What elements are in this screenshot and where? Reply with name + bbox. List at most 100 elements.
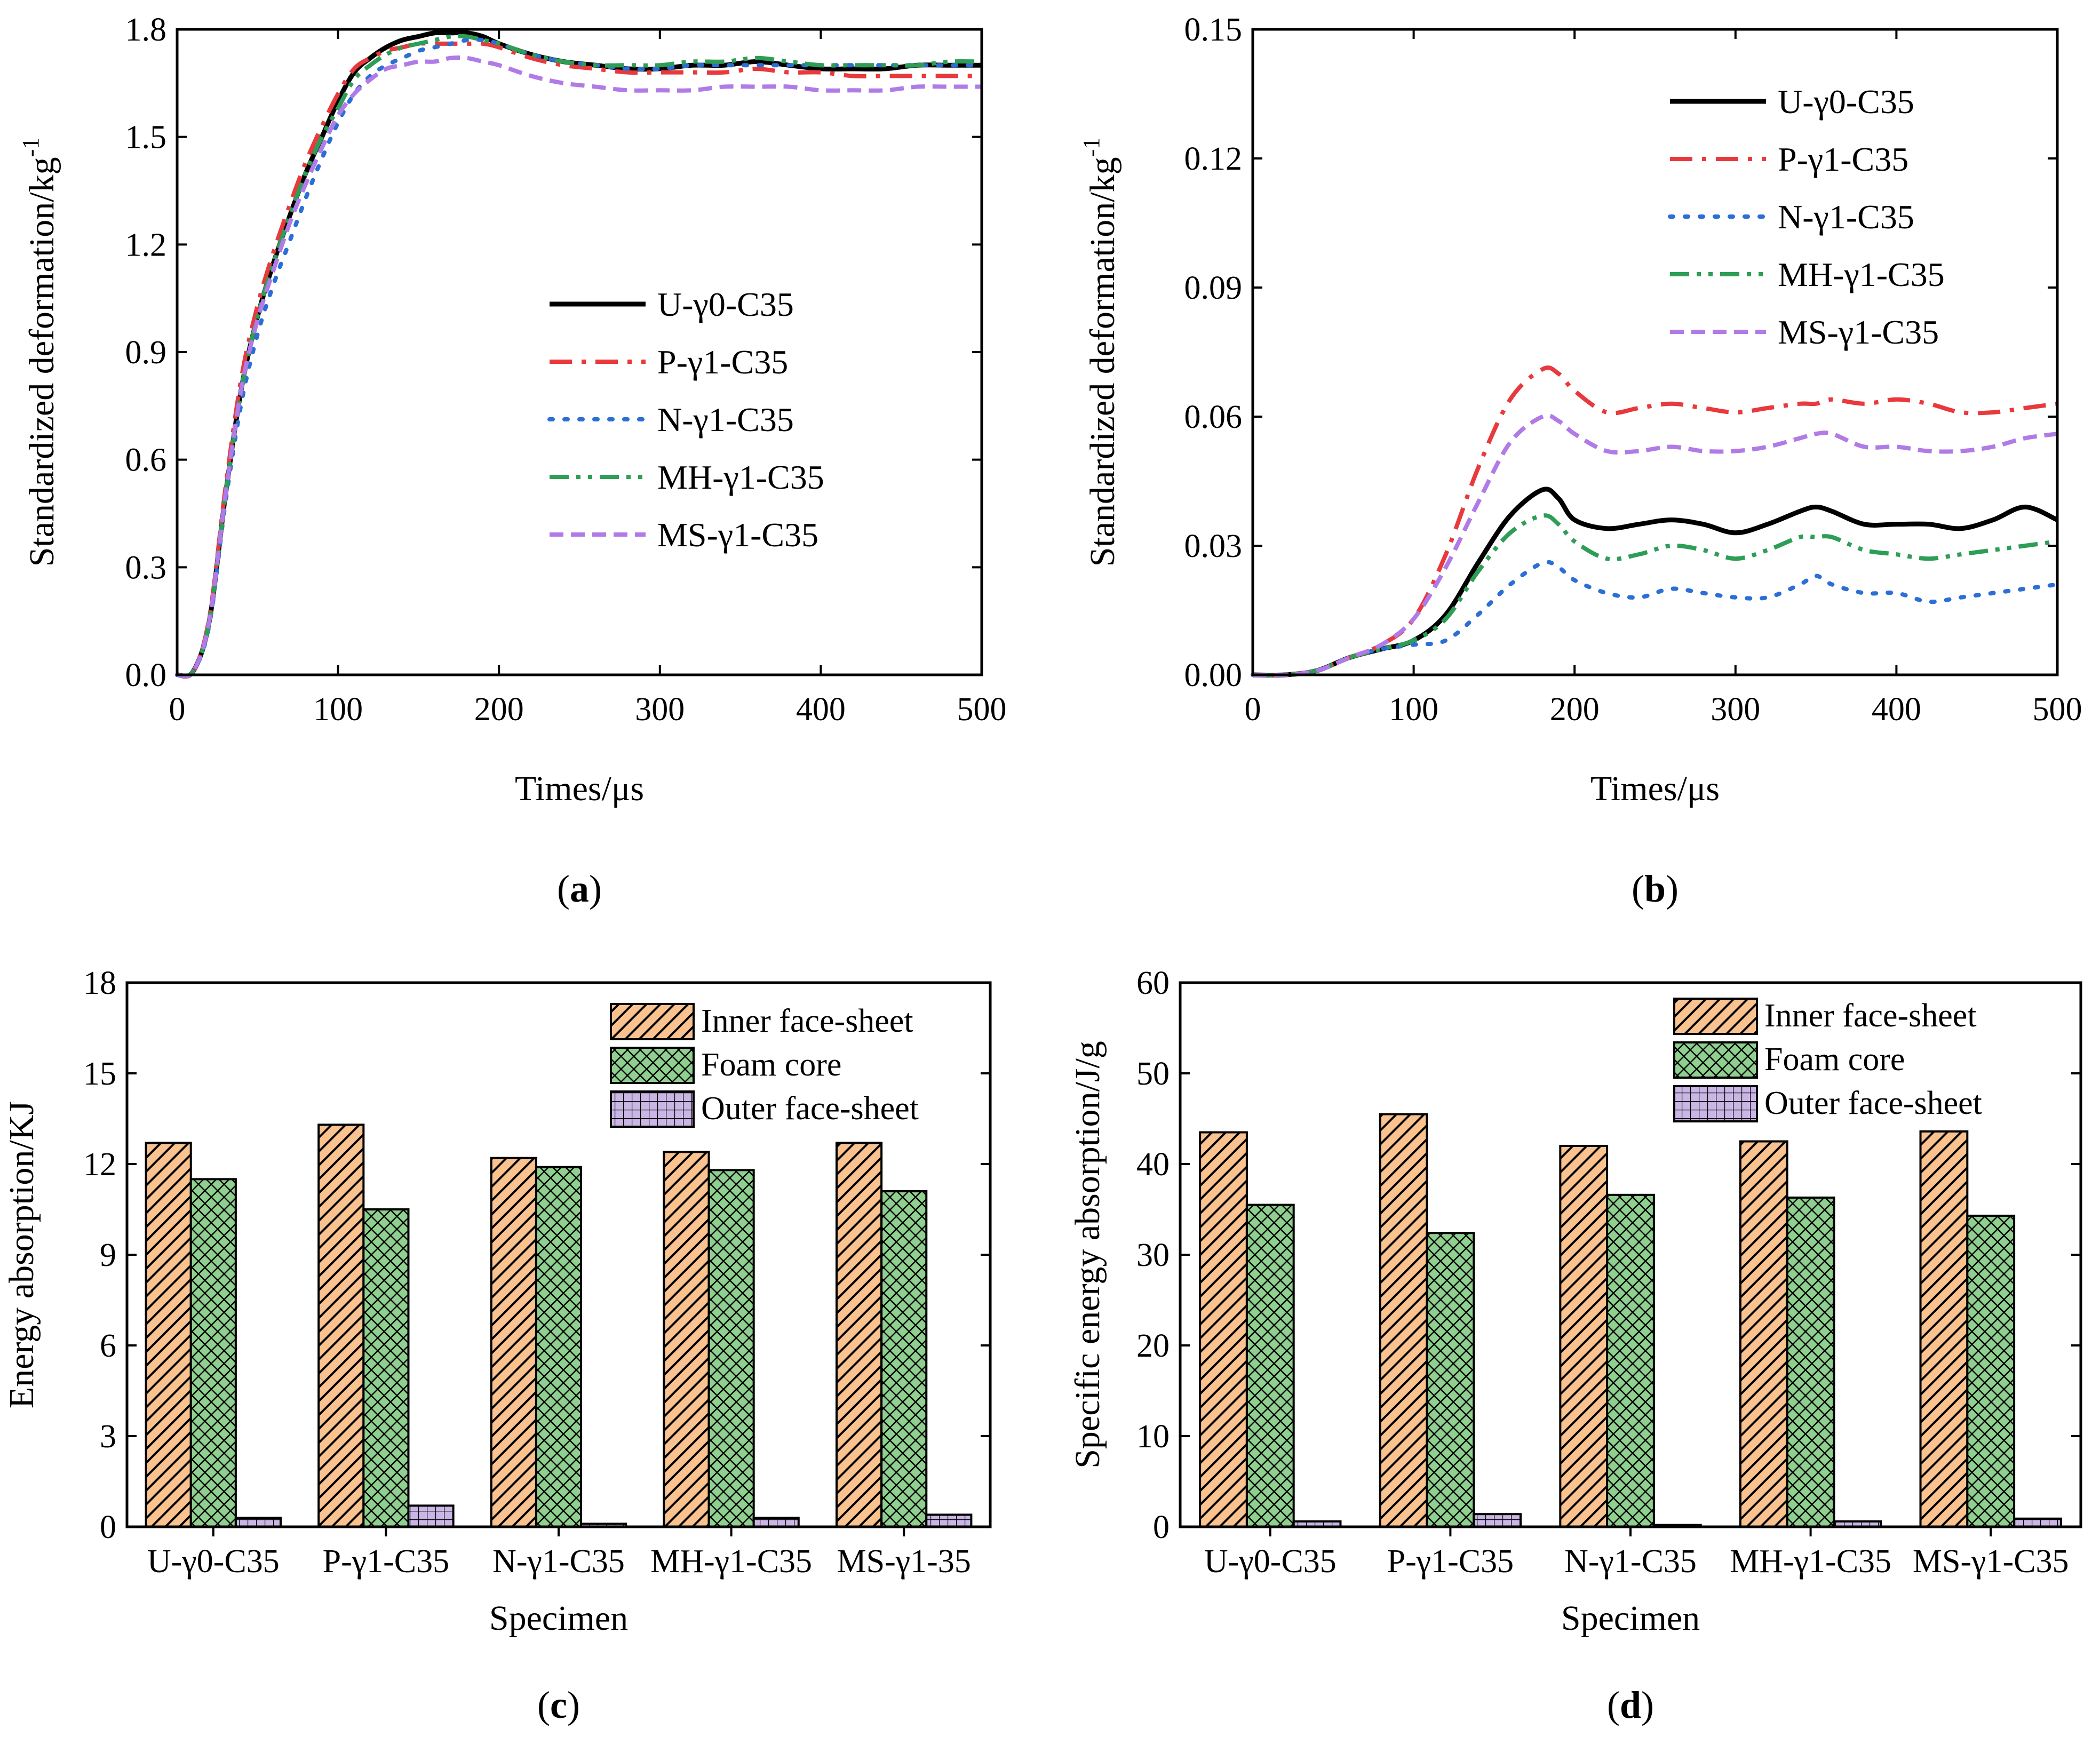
plot-frame <box>125 981 992 1528</box>
x-tick-label: U-γ0-C35 <box>1204 1543 1337 1580</box>
panel-label-letter: b <box>1644 867 1666 910</box>
x-tick-label: 500 <box>2033 691 2082 728</box>
y-axis-title-text: Standardized deformation/kg <box>22 157 61 567</box>
bar-Outer face-sheet <box>407 1504 455 1528</box>
y-tick-label: 0.0 <box>125 657 167 694</box>
y-axis-title-text: Specific energy absorption/J/g <box>1068 1041 1107 1469</box>
y-axis-title-text: Energy absorption/KJ <box>2 1101 41 1408</box>
x-axis-title: Specimen <box>1561 1599 1700 1638</box>
legend-label: Inner face-sheet <box>1764 998 1977 1034</box>
series-line-P-γ1-C35 <box>177 41 982 679</box>
bar-Foam core <box>1786 1196 1835 1528</box>
bar-Foam core <box>1966 1214 2016 1528</box>
series-line-MS-γ1-C35 <box>1252 413 2058 678</box>
y-tick-label: 0.15 <box>1184 12 1243 48</box>
y-tick-label: 0.9 <box>125 334 167 371</box>
legend-label: U-γ0-C35 <box>1778 83 1914 121</box>
legend-label: P-γ1-C35 <box>1778 140 1908 178</box>
y-tick-label: 0.12 <box>1184 141 1243 177</box>
legend-label: U-γ0-C35 <box>657 285 794 323</box>
panel-label-close: ) <box>589 867 602 910</box>
bar-Inner face-sheet <box>145 1142 192 1528</box>
x-tick-label: 400 <box>1872 691 1921 728</box>
x-tick-label: MH-γ1-C35 <box>650 1543 812 1580</box>
legend-label: Outer face-sheet <box>701 1090 919 1127</box>
legend-label: N-γ1-C35 <box>657 401 794 439</box>
panel-label-letter: a <box>570 867 589 910</box>
plot-frame <box>176 28 983 676</box>
bar-Foam core <box>535 1166 583 1528</box>
panel-label: (b) <box>1632 867 1679 910</box>
bar-Inner face-sheet <box>1739 1140 1788 1528</box>
legend-swatch <box>610 1003 695 1040</box>
legend-swatch <box>1673 1041 1758 1079</box>
panel-label: (d) <box>1607 1684 1654 1726</box>
x-tick-label: 100 <box>1389 691 1438 728</box>
y-tick-label: 40 <box>1136 1146 1170 1183</box>
x-tick-label: P-γ1-C35 <box>1387 1543 1514 1580</box>
bar-Inner face-sheet <box>1919 1130 1969 1528</box>
legend-label: Foam core <box>701 1047 841 1083</box>
legend-label: P-γ1-C35 <box>657 343 788 381</box>
x-tick-label: 0 <box>169 691 186 728</box>
y-tick-label: 9 <box>100 1237 116 1273</box>
bar-Foam core <box>189 1178 237 1528</box>
bar-Outer face-sheet <box>752 1517 800 1528</box>
x-tick-label: 300 <box>1711 691 1760 728</box>
bar-Foam core <box>362 1208 410 1528</box>
y-tick-label: 60 <box>1136 965 1170 1001</box>
y-tick-label: 15 <box>83 1056 116 1092</box>
panel-label-close: ) <box>567 1684 580 1726</box>
legend-swatch <box>1673 1085 1758 1122</box>
x-tick-label: 100 <box>313 691 363 728</box>
legend-label: MH-γ1-C35 <box>657 458 824 496</box>
legend-swatch <box>1673 998 1758 1035</box>
series-line-MH-γ1-C35 <box>177 34 982 679</box>
y-tick-label: 0.03 <box>1184 528 1243 564</box>
panel-label-open: ( <box>557 867 570 910</box>
x-tick-label: U-γ0-C35 <box>147 1543 280 1580</box>
y-axis-title-sup: -1 <box>18 138 44 157</box>
legend-label: Outer face-sheet <box>1764 1085 1982 1121</box>
panel-label-open: ( <box>537 1684 550 1726</box>
y-axis-title: Standardized deformation/kg-1 <box>18 138 61 567</box>
y-tick-label: 0 <box>1153 1509 1170 1545</box>
legend-label: MS-γ1-C35 <box>1778 313 1939 351</box>
x-axis-title: Times/μs <box>1590 769 1720 808</box>
bar-Foam core <box>1426 1232 1475 1528</box>
y-tick-label: 6 <box>100 1328 116 1364</box>
bar-Outer face-sheet <box>1473 1513 1522 1528</box>
y-tick-label: 12 <box>83 1146 116 1183</box>
x-tick-label: 500 <box>957 691 1007 728</box>
y-tick-label: 3 <box>100 1419 116 1455</box>
plot-frame <box>1179 981 2082 1528</box>
panel-label: (a) <box>557 867 602 910</box>
x-tick-label: 200 <box>474 691 524 728</box>
panel-label-open: ( <box>1632 867 1644 910</box>
legend-label: Foam core <box>1764 1041 1905 1078</box>
x-tick-label: MS-γ1-35 <box>837 1543 971 1580</box>
y-axis-title: Standardized deformation/kg-1 <box>1078 138 1122 567</box>
y-axis-title: Energy absorption/KJ <box>2 1101 41 1408</box>
y-tick-label: 0.3 <box>125 549 167 586</box>
panel-label-letter: c <box>550 1684 567 1726</box>
panel-a: 0.0 0.3 0.6 0.9 1.2 1.5 1.8 0 100 200 300 400 500 U-γ… <box>18 12 1007 910</box>
y-tick-label: 18 <box>83 965 116 1001</box>
y-tick-label: 30 <box>1136 1237 1170 1273</box>
x-axis-title: Times/μs <box>515 769 644 808</box>
panel-label-close: ) <box>1666 867 1679 910</box>
y-axis-title-sup: -1 <box>1078 138 1104 157</box>
x-tick-label: N-γ1-C35 <box>492 1543 625 1580</box>
y-tick-label: 0.09 <box>1184 270 1243 306</box>
series-line-MS-γ1-C35 <box>177 55 982 679</box>
bar-Inner face-sheet <box>835 1142 883 1528</box>
legend-label: N-γ1-C35 <box>1778 198 1914 236</box>
y-tick-label: 10 <box>1136 1419 1170 1455</box>
panel-d: 0 10 20 30 40 50 60 U-γ0-C35 P-γ1-C35 N-γ1-C35 MH-… <box>1068 965 2082 1726</box>
series-line-N-γ1-C35 <box>1251 560 2059 678</box>
bar-Inner face-sheet <box>663 1151 710 1528</box>
y-tick-label: 1.2 <box>125 227 167 263</box>
y-tick-label: 0.00 <box>1184 657 1243 694</box>
x-tick-label: MS-γ1-C35 <box>1913 1543 2069 1580</box>
